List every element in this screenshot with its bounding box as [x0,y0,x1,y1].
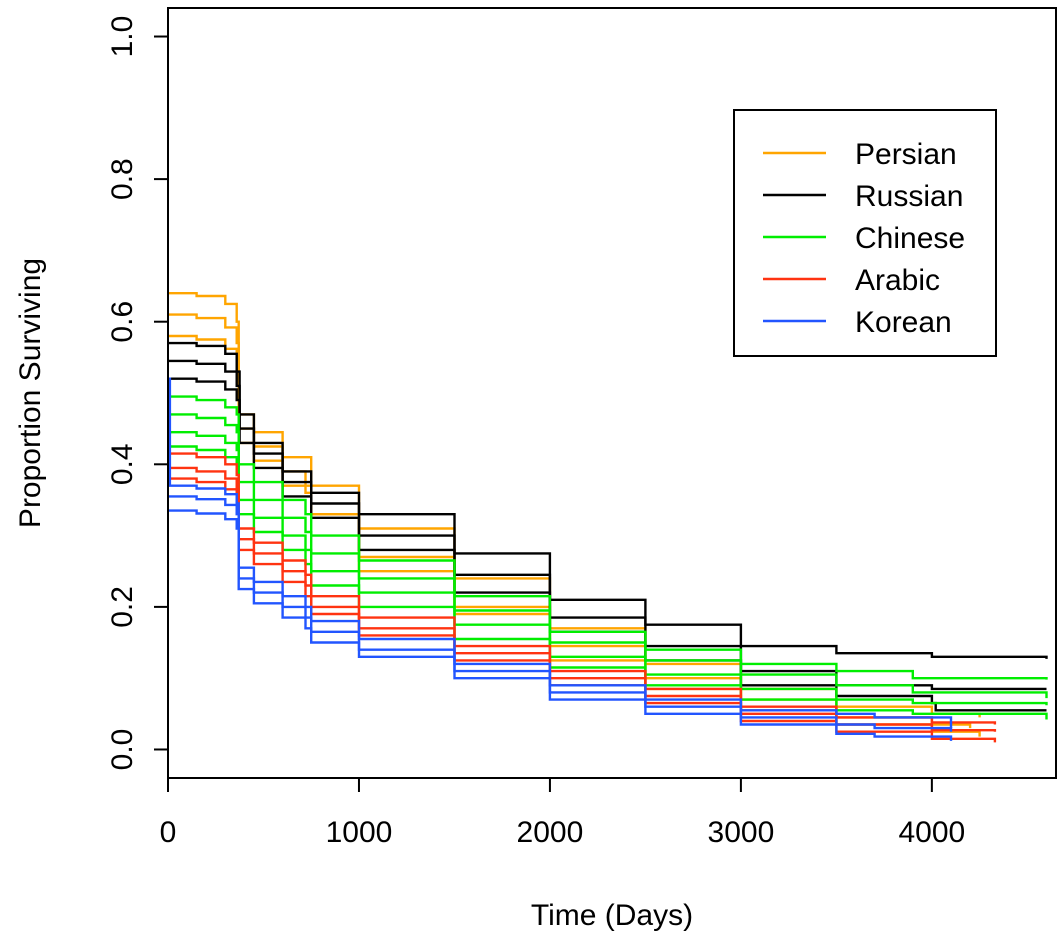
x-axis-label: Time (Days) [531,899,693,932]
legend-label-korean: Korean [855,306,952,339]
y-tick-label: 0.6 [106,301,139,343]
legend-label-chinese: Chinese [855,222,965,255]
legend-label-russian: Russian [855,180,963,213]
x-axis: 0 1000 2000 3000 4000 [160,778,965,849]
x-tick-label: 4000 [898,816,965,849]
legend-box [733,109,997,357]
legend-label-persian: Persian [855,138,957,171]
y-tick-label: 0.4 [106,443,139,485]
plot-frame [167,7,1057,779]
y-tick-label: 0.2 [106,586,139,628]
survival-curve-korean-15 [168,495,953,732]
survival-curve-russian-5 [168,359,1047,691]
x-tick-label: 2000 [517,816,584,849]
survival-curves [168,292,1048,743]
legend: Persian Russian Chinese Arabic Korean [733,109,997,357]
y-tick-label: 1.0 [106,16,139,58]
survival-curve-persian-2 [168,313,972,729]
survival-curve-korean-16 [168,509,953,741]
survival-curve-russian-4 [168,341,1048,659]
legend-label-arabic: Arabic [855,264,940,297]
y-axis-label: Proportion Surviving [14,258,47,528]
x-tick-label: 0 [160,816,177,849]
survival-curve-arabic-11 [168,452,997,725]
survival-curve-chinese-7 [168,395,1048,680]
x-tick-label: 3000 [708,816,775,849]
y-tick-label: 0.0 [106,729,139,771]
survival-curve-korean-14 [168,377,953,729]
survival-curve-chinese-9 [168,431,1048,706]
y-tick-label: 0.8 [106,158,139,200]
x-tick-label: 1000 [326,816,393,849]
y-axis: 0.0 0.2 0.4 0.6 0.8 1.0 [106,16,168,771]
